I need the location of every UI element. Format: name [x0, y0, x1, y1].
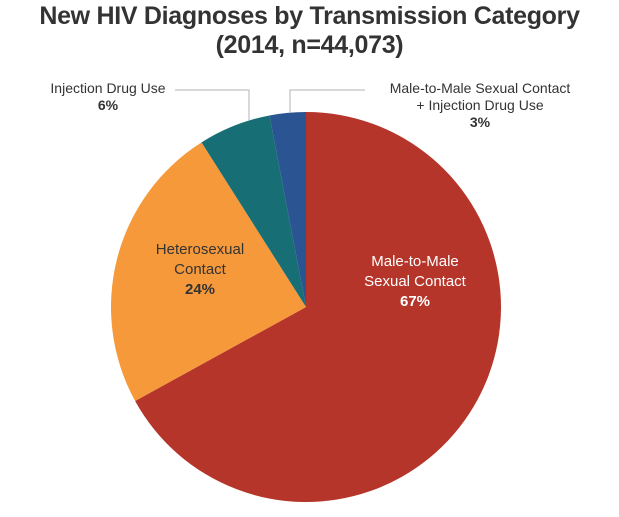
- label-msm-pct: 67%: [399, 293, 431, 310]
- label-hetero-name2: Contact: [174, 261, 226, 278]
- leader-line-msm-idu: [289, 89, 365, 113]
- slice-heterosexual: [111, 142, 306, 401]
- label-hetero-pct: 24%: [184, 281, 216, 298]
- label-msm-idu: Male-to-Male Sexual Contact + Injection …: [364, 80, 596, 131]
- slice-msm-idu: [269, 111, 306, 307]
- label-hetero-name1: Heterosexual: [155, 241, 245, 258]
- label-msm-name1: Male-to-Male: [371, 253, 459, 270]
- slice-male-to-male: [135, 112, 502, 502]
- chart-subtitle: (2014, n=44,073): [215, 31, 404, 59]
- pie-slices: [111, 111, 502, 502]
- chart-title-line1: New HIV Diagnoses by Transmission Catego…: [39, 2, 580, 30]
- label-male-to-male: Male-to-Male Sexual Contact 67%: [340, 252, 490, 312]
- label-msm-idu-pct: 3%: [469, 114, 491, 130]
- label-msm-name2: Sexual Contact: [364, 273, 466, 290]
- label-msm-idu-name2: + Injection Drug Use: [416, 97, 544, 113]
- label-idu-pct: 6%: [97, 97, 119, 113]
- label-heterosexual: Heterosexual Contact 24%: [140, 240, 260, 300]
- leader-line-idu: [175, 89, 250, 120]
- label-idu-name: Injection Drug Use: [50, 80, 166, 96]
- label-msm-idu-name1: Male-to-Male Sexual Contact: [389, 80, 571, 96]
- label-injection-drug-use: Injection Drug Use 6%: [38, 80, 178, 114]
- slice-injection-drug-use: [201, 115, 306, 307]
- chart-title: New HIV Diagnoses by Transmission Catego…: [0, 2, 619, 60]
